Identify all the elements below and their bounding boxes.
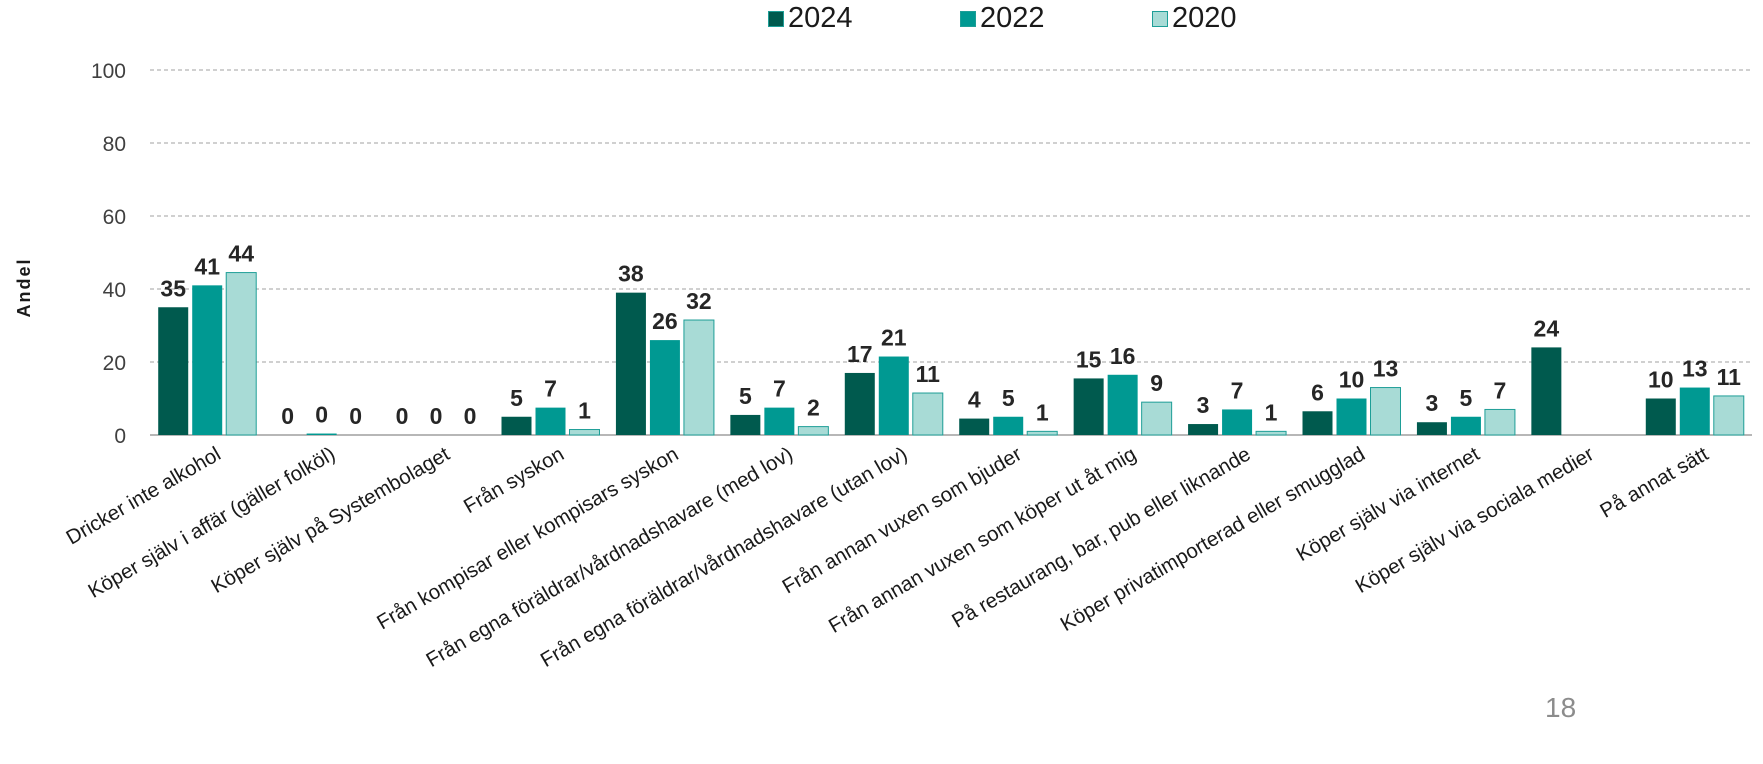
x-category-label: På annat sätt: [1596, 442, 1712, 522]
legend-swatch-2020: [1152, 10, 1168, 27]
y-tick-label: 40: [103, 279, 126, 302]
legend-label-2022: 2022: [980, 2, 1045, 34]
data-label-2024: 3: [1426, 390, 1439, 416]
y-tick-label: 100: [91, 60, 126, 83]
bar-2022: [878, 356, 909, 435]
bar-2020: [1484, 408, 1516, 436]
data-label-2020: 0: [349, 403, 362, 429]
bar-2020: [683, 319, 715, 436]
x-category-label: Från syskon: [460, 442, 568, 518]
legend-item-2020: 2020: [1152, 2, 1237, 35]
data-label-2024: 10: [1648, 367, 1674, 393]
bar-2020: [1141, 401, 1173, 436]
bar-2022: [1336, 398, 1367, 435]
legend-swatch-2022: [960, 10, 976, 27]
bar-2024: [1302, 411, 1333, 435]
data-label-2022: 7: [544, 376, 557, 402]
data-label-2024: 5: [510, 385, 523, 411]
bar-2022: [306, 433, 337, 435]
data-label-2022: 41: [194, 253, 220, 279]
data-label-2020: 2: [807, 395, 820, 421]
data-label-2024: 24: [1534, 315, 1560, 341]
bar-2020: [1255, 430, 1287, 436]
bar-2020: [1026, 430, 1058, 436]
x-category-label: Köper själv via internet: [1292, 442, 1483, 566]
bar-2020: [1370, 387, 1401, 436]
data-label-2022: 13: [1682, 356, 1708, 382]
bar-2024: [615, 292, 646, 435]
data-label-2020: 13: [1373, 356, 1399, 382]
data-label-2024: 17: [847, 341, 873, 367]
bar-2020: [912, 392, 944, 436]
data-label-2024: 3: [1197, 392, 1210, 418]
data-label-2020: 0: [464, 403, 477, 429]
bar-2024: [1073, 378, 1104, 435]
data-label-2020: 1: [578, 398, 591, 424]
data-label-2022: 21: [881, 325, 907, 351]
bar-2024: [844, 372, 875, 435]
bar-2022: [1679, 387, 1710, 435]
bar-2024: [1416, 422, 1447, 435]
bar-2024: [959, 418, 990, 435]
data-label-2024: 4: [968, 387, 981, 413]
bar-2022: [192, 285, 223, 435]
y-axis-title: Andel: [14, 257, 34, 317]
data-label-2024: 5: [739, 383, 752, 409]
chart-legend: 2024 2022 2020: [0, 2, 1763, 42]
legend-item-2024: 2024: [768, 2, 853, 35]
data-label-2020: 44: [228, 241, 254, 267]
legend-label-2024: 2024: [788, 2, 853, 34]
page-number: 18: [1545, 692, 1577, 723]
data-label-2022: 5: [1460, 385, 1473, 411]
bar-2022: [1107, 374, 1138, 435]
data-label-2024: 0: [396, 403, 409, 429]
bar-2024: [158, 307, 189, 435]
bar-2024: [1645, 398, 1676, 435]
bar-2020: [569, 429, 600, 436]
data-label-2020: 9: [1150, 370, 1163, 396]
data-label-2022: 0: [315, 402, 328, 428]
bar-2020: [797, 426, 829, 436]
bar-2024: [1531, 347, 1562, 435]
data-label-2022: 7: [1231, 377, 1244, 403]
data-label-2020: 32: [686, 288, 712, 314]
bar-2024: [1188, 424, 1219, 435]
data-label-2024: 38: [618, 261, 644, 287]
data-label-2024: 6: [1311, 379, 1324, 405]
y-tick-label: 60: [103, 206, 126, 229]
data-label-2020: 7: [1494, 377, 1507, 403]
data-label-2020: 1: [1036, 399, 1049, 425]
bar-2022: [1450, 416, 1481, 435]
data-label-2022: 16: [1110, 343, 1136, 369]
data-label-2020: 1: [1265, 399, 1278, 425]
bar-2024: [501, 416, 532, 435]
bar-2022: [649, 340, 680, 435]
data-label-2022: 7: [773, 376, 786, 402]
y-tick-label: 80: [103, 133, 126, 156]
data-label-2022: 5: [1002, 385, 1015, 411]
data-label-2022: 0: [430, 403, 443, 429]
y-tick-label: 0: [114, 425, 126, 448]
y-tick-label: 20: [103, 352, 126, 375]
bar-2022: [535, 407, 566, 435]
bar-2020: [1713, 395, 1745, 436]
legend-swatch-2024: [768, 10, 784, 27]
data-label-2020: 11: [916, 361, 941, 387]
bar-2022: [764, 407, 795, 435]
data-label-2022: 26: [652, 308, 678, 334]
bar-2024: [730, 414, 761, 435]
legend-item-2022: 2022: [960, 2, 1045, 35]
bar-2022: [993, 416, 1024, 435]
data-label-2024: 0: [281, 403, 294, 429]
bar-2020: [225, 272, 257, 436]
bar-2022: [1222, 409, 1253, 435]
legend-label-2020: 2020: [1172, 2, 1237, 34]
data-label-2024: 35: [160, 275, 186, 301]
data-label-2020: 11: [1717, 364, 1742, 390]
data-label-2024: 15: [1076, 346, 1102, 372]
data-label-2022: 10: [1339, 367, 1365, 393]
